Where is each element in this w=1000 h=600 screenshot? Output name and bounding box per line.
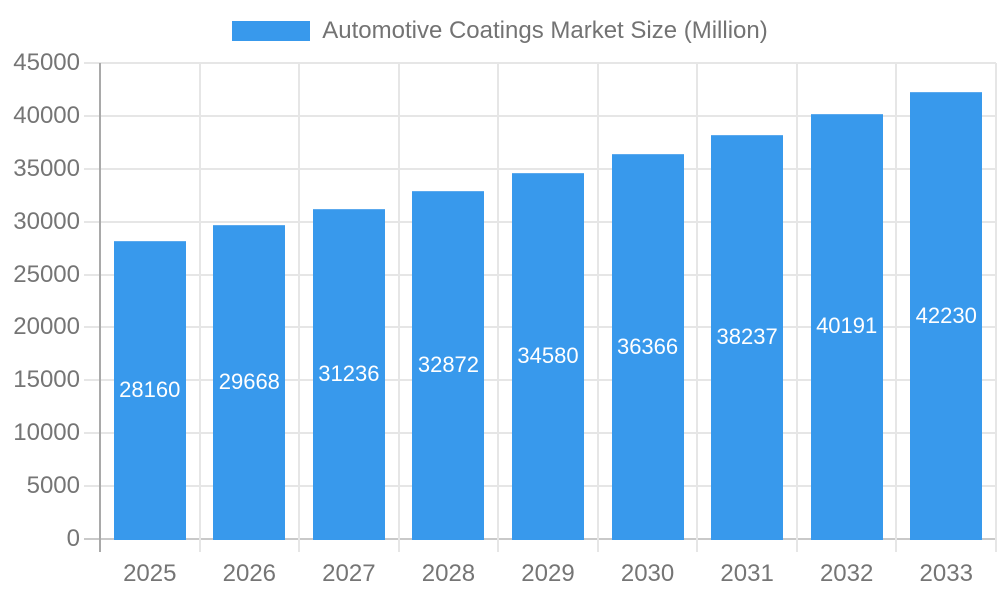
gridline-h: [84, 167, 996, 170]
bar-value-label-2027: 31236: [318, 360, 380, 386]
y-axis-line: [99, 63, 101, 552]
legend-label: Automotive Coatings Market Size (Million…: [322, 17, 768, 44]
x-axis-label-2028: 2028: [421, 560, 476, 587]
x-axis-label-2030: 2030: [620, 560, 675, 587]
bar-2025[interactable]: [113, 241, 186, 540]
bar-value-label-2033: 42230: [915, 302, 977, 328]
bar-2029[interactable]: [512, 173, 584, 540]
bar-2026[interactable]: [213, 225, 286, 540]
bar-value-label-2030: 36366: [616, 333, 679, 359]
gridline-v: [397, 63, 400, 552]
bar-2030[interactable]: [611, 154, 684, 540]
gridline-v: [795, 63, 798, 552]
gridline-h: [84, 62, 996, 64]
bar-value-label-2031: 38237: [716, 323, 778, 349]
gridline-v: [696, 63, 699, 552]
y-axis-tick-label: 45000: [13, 49, 80, 76]
gridline-v: [895, 63, 898, 552]
bar-value-label-2026: 29668: [218, 369, 280, 395]
gridline-v: [596, 63, 599, 552]
y-axis-tick-label: 40000: [13, 101, 80, 129]
bar-value-label-2029: 34580: [517, 343, 579, 369]
legend-swatch: [232, 21, 311, 41]
y-axis-tick-label: 35000: [13, 154, 80, 182]
x-axis-label-2033: 2033: [919, 560, 973, 587]
x-axis-label-2032: 2032: [819, 560, 874, 587]
x-axis-label-2025: 2025: [123, 560, 177, 587]
gridline-v: [298, 63, 301, 552]
gridline-v: [497, 63, 500, 552]
x-axis-label-2031: 2031: [720, 560, 774, 587]
bar-2028[interactable]: [412, 191, 485, 540]
y-axis-tick-label: 10000: [13, 419, 80, 447]
bar-2031[interactable]: [711, 134, 784, 540]
y-axis-tick-label: 15000: [13, 366, 80, 394]
x-axis-label-2026: 2026: [222, 560, 277, 587]
gridline-v: [995, 63, 997, 552]
y-axis-tick-label: 0: [66, 525, 80, 552]
gridline-v: [198, 63, 201, 552]
bar-value-label-2025: 28160: [119, 377, 181, 403]
legend-item[interactable]: Automotive Coatings Market Size (Million…: [0, 19, 1000, 43]
y-axis-tick-label: 20000: [13, 313, 80, 341]
bar-2027[interactable]: [312, 208, 385, 540]
y-axis-tick-label: 30000: [13, 207, 80, 235]
bar-value-label-2028: 32872: [417, 352, 480, 378]
bar-2033[interactable]: [910, 92, 983, 540]
x-axis-label-2029: 2029: [521, 560, 575, 587]
y-axis-tick-label: 5000: [26, 472, 80, 500]
gridline-h: [84, 114, 996, 117]
x-axis-label-2027: 2027: [322, 560, 376, 587]
y-axis-tick-label: 25000: [13, 260, 80, 288]
bar-value-label-2032: 40191: [816, 313, 878, 339]
bar-2032[interactable]: [810, 113, 883, 540]
